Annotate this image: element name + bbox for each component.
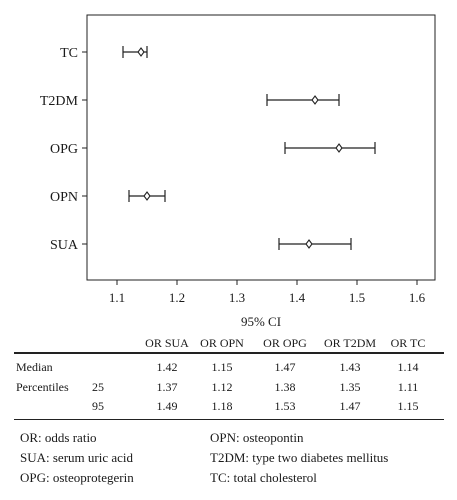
table-cell: 1.38 bbox=[274, 380, 296, 394]
legend-item: T2DM: type two diabetes mellitus bbox=[210, 450, 389, 465]
y-tick-label: T2DM bbox=[40, 94, 79, 109]
table-column-header: OR TC bbox=[390, 336, 426, 350]
table-cell: 1.18 bbox=[211, 399, 233, 413]
median-marker bbox=[137, 47, 145, 57]
table-cell: 1.49 bbox=[156, 399, 178, 413]
x-tick-label: 1.1 bbox=[109, 290, 125, 305]
table-column-header: OR SUA bbox=[145, 336, 189, 350]
table-cell: 1.14 bbox=[397, 360, 419, 374]
plot-frame bbox=[86, 14, 436, 281]
y-tick-label: OPG bbox=[50, 142, 78, 157]
table-bottom-rule bbox=[14, 419, 444, 420]
table-header-rule bbox=[14, 353, 444, 354]
table-top-rule bbox=[14, 352, 444, 353]
table-cell: 1.35 bbox=[339, 380, 361, 394]
x-tick-label: 1.6 bbox=[409, 290, 426, 305]
table-cell: 1.43 bbox=[339, 360, 361, 374]
forest-plot: 1.1 1.2 1.3 1.4 1.5 1.6 95% CI TC T2DM OPG OPN SUA bbox=[40, 14, 436, 329]
y-tick-label: OPN bbox=[50, 190, 78, 205]
legend-item: SUA: serum uric acid bbox=[20, 450, 134, 465]
x-tick-label: 1.3 bbox=[229, 290, 245, 305]
x-tick-label: 1.4 bbox=[289, 290, 306, 305]
table-row-label: Median bbox=[16, 360, 53, 374]
table-column-header: OR T2DM bbox=[323, 336, 377, 350]
table-cell: 1.47 bbox=[339, 399, 361, 413]
table-row-sublabel: 95 bbox=[92, 399, 104, 413]
table-cell: 1.47 bbox=[274, 360, 296, 374]
x-tick-label: 1.5 bbox=[349, 290, 365, 305]
table-cell: 1.42 bbox=[156, 360, 178, 374]
median-marker bbox=[335, 143, 343, 153]
table-cell: 1.15 bbox=[397, 399, 419, 413]
y-tick-label: SUA bbox=[50, 238, 79, 253]
table-row-label: Percentiles bbox=[16, 380, 69, 394]
y-tick-label: TC bbox=[60, 46, 78, 61]
table-column-header: OR OPN bbox=[200, 336, 244, 350]
table-cell: 1.11 bbox=[397, 380, 419, 394]
table-cell: 1.15 bbox=[211, 360, 233, 374]
table-cell: 1.12 bbox=[211, 380, 233, 394]
legend-item: OPN: osteopontin bbox=[210, 430, 304, 445]
legend-item: OR: odds ratio bbox=[20, 430, 97, 445]
table-column-header: OR OPG bbox=[263, 336, 307, 350]
legend-item: OPG: osteoprotegerin bbox=[20, 470, 134, 485]
x-tick-label: 1.2 bbox=[169, 290, 185, 305]
table-cell: 1.53 bbox=[274, 399, 296, 413]
legend-item: TC: total cholesterol bbox=[210, 470, 317, 485]
median-marker bbox=[305, 239, 313, 249]
x-axis-label: 95% CI bbox=[241, 314, 281, 329]
median-marker bbox=[311, 95, 319, 105]
table-row-sublabel: 25 bbox=[92, 380, 104, 394]
table-cell: 1.37 bbox=[156, 380, 178, 394]
median-marker bbox=[143, 191, 151, 201]
